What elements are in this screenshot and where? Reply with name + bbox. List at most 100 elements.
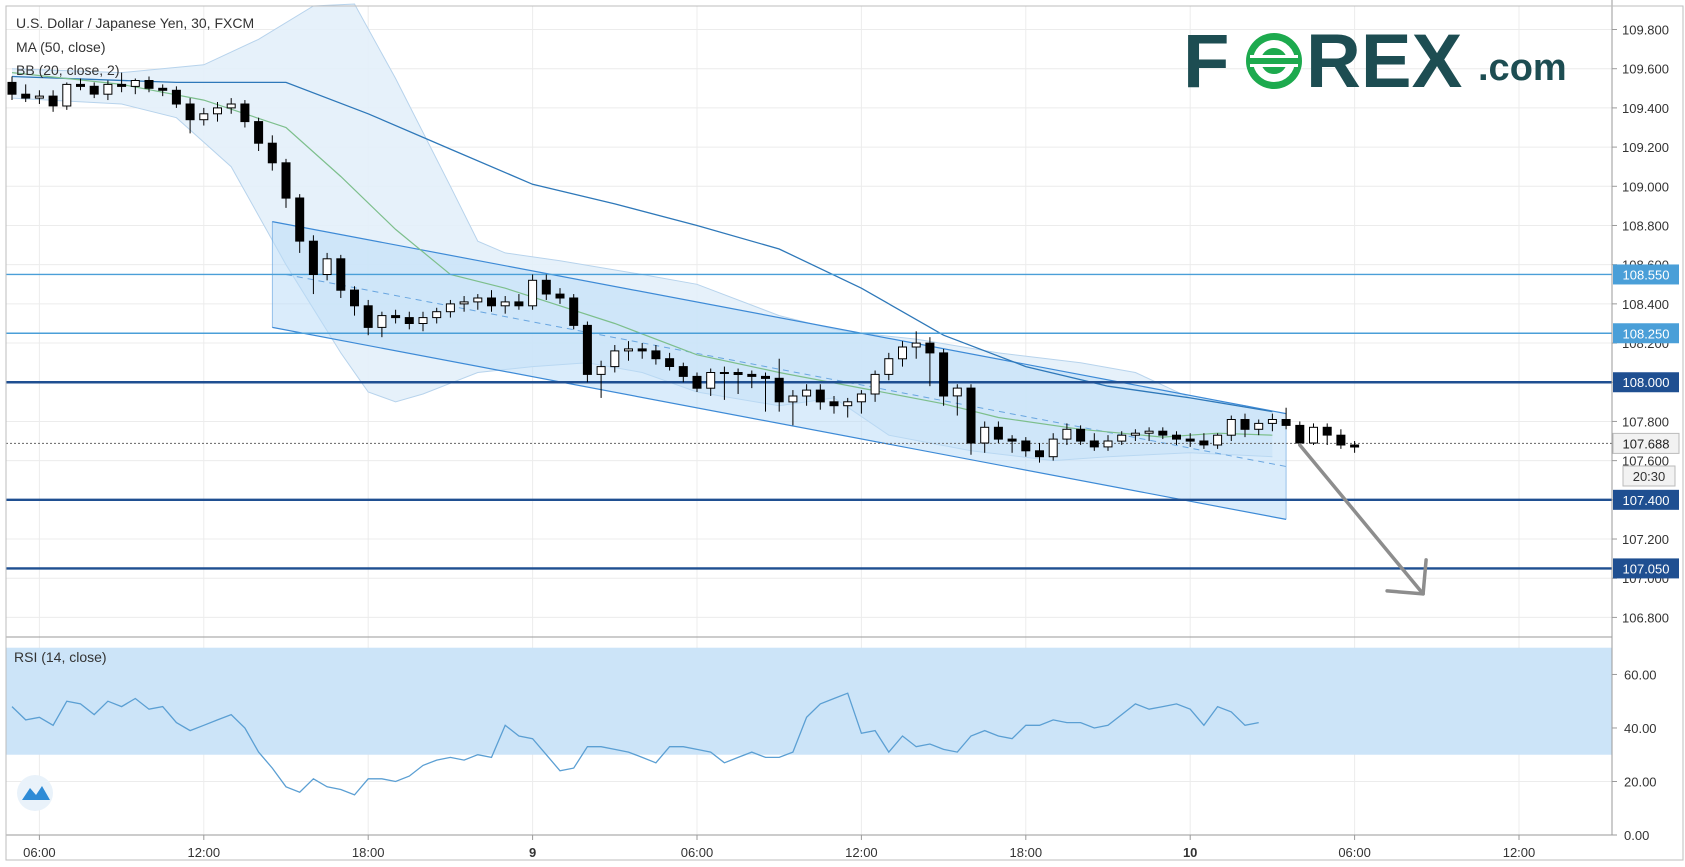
candle-body [1158,430,1168,436]
candle-body [1213,434,1223,446]
candle [747,370,757,389]
candle [993,421,1003,443]
candle [939,348,949,406]
candle-body [952,387,962,397]
candle [966,384,976,455]
candle-body [1172,434,1181,440]
bb-legend: BB (20, close, 2) [16,62,120,78]
candle [1117,431,1127,445]
candle-body [48,95,58,107]
level-tag-label: 107.400 [1623,493,1670,508]
candle [377,311,387,338]
candle-body [199,113,209,121]
candle-body [1103,440,1113,448]
candle [1267,413,1277,432]
candle [404,311,414,330]
candle-body [487,297,496,307]
candle-body [1117,434,1127,442]
candle [1103,435,1113,451]
candle-body [322,258,332,275]
candle-body [171,89,181,105]
candle [870,370,880,402]
candle-body [226,103,236,109]
candle-body [596,366,606,375]
candle [555,288,565,304]
candle-body [76,83,85,87]
candle-body [34,95,44,99]
candle-body [130,80,140,87]
candle [89,82,99,99]
level-tag-label: 107.050 [1623,561,1670,576]
candle-body [514,301,524,307]
candle [898,341,907,367]
rsi-panel [6,647,1612,796]
channel-lower-line [272,326,1287,520]
candle-body [185,103,195,121]
candle [637,343,647,359]
candle [1199,433,1209,449]
current-price-tag: 107.688 [1623,436,1670,451]
candle [199,107,209,126]
candle [308,235,318,295]
candle-body [925,342,935,354]
candle [240,100,250,128]
candle [678,362,688,383]
candle-body [1281,419,1291,426]
candle-body [898,346,907,360]
candle-body [637,348,647,352]
candle-body [1254,422,1264,430]
candle-body [1035,450,1044,458]
candle [514,294,524,310]
candle [459,296,469,312]
candle [7,76,17,101]
candle [445,299,455,318]
time-tick-label: 18:00 [1010,845,1043,860]
candle [226,98,236,114]
candle [62,82,72,110]
candle [418,311,428,332]
candle-body [678,366,688,377]
candle [1089,433,1099,451]
price-tick-label: 109.400 [1622,101,1669,116]
level-tag-bg [1613,264,1679,285]
horizontal-levels [6,273,1612,570]
candle [541,274,551,300]
candle [254,117,264,152]
candle [952,384,962,416]
rsi-legend: RSI (14, close) [14,649,107,665]
price-tick-label: 106.800 [1622,610,1669,625]
tradingview-logo-icon[interactable] [17,775,53,811]
forecast-arrow [1298,443,1428,596]
candle [596,360,606,398]
candle-body [815,389,825,403]
candle-body [1240,419,1250,430]
candle-body [610,350,620,368]
rsi-tick-label: 60.00 [1624,667,1657,682]
candle-body [500,301,510,307]
candle-body [719,372,729,374]
candle [706,368,716,396]
candle [487,290,496,312]
symbol-title: U.S. Dollar / Japanese Yen, 30, FXCM [16,15,254,31]
candle [815,384,825,410]
current-price-tag-bg [1612,432,1680,454]
candle-body [692,375,702,389]
ma50-line [11,75,1273,413]
candle-body [418,317,428,325]
candle-body [541,279,551,295]
candle [1144,427,1154,442]
candle-body [432,311,442,319]
candle [1130,429,1140,442]
candle-body [7,81,17,95]
candle-body [89,85,99,95]
candle [802,384,812,406]
candle [1007,435,1017,453]
candle-body [911,342,921,348]
price-tags: 108.550 108.250 108.000 107.400 107.050 107.6… [1612,264,1680,579]
rsi-band [6,647,1612,755]
candle-body [473,297,483,303]
candle-body [144,80,154,89]
rsi-line [11,692,1259,796]
candle-body [884,358,894,375]
